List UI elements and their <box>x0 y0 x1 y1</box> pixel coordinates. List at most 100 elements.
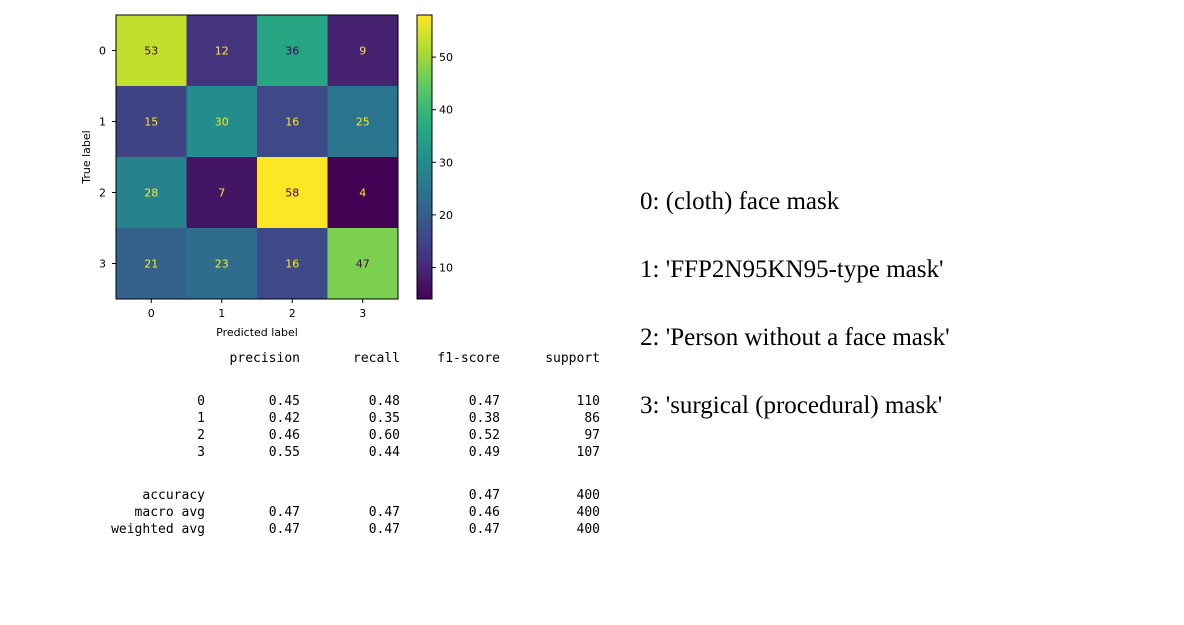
report-cell: weighted avg <box>111 522 205 537</box>
report-cell: 0.38 <box>468 411 500 426</box>
report-cell: 1 <box>197 411 205 426</box>
cell-value-label: 28 <box>144 187 158 200</box>
report-header-cell: f1-score <box>437 351 500 366</box>
x-tick-label: 3 <box>359 307 366 320</box>
report-cell: 0.55 <box>268 445 300 460</box>
report-cell: 110 <box>576 394 600 409</box>
heatmap-cell <box>327 15 399 87</box>
report-row: 0 0.45 0.48 0.47 110 <box>60 394 620 411</box>
report-cell: 400 <box>576 505 600 520</box>
report-row: 3 0.55 0.44 0.49 107 <box>60 445 620 462</box>
colorbar-tick-label: 40 <box>439 104 453 117</box>
y-tick-label: 0 <box>99 45 106 58</box>
report-row: 2 0.46 0.60 0.52 97 <box>60 428 620 445</box>
report-cell: 0.47 <box>468 488 500 503</box>
report-cell: 0.46 <box>268 428 300 443</box>
report-cell: 107 <box>576 445 600 460</box>
y-tick-label: 2 <box>99 187 106 200</box>
report-cell: 0.47 <box>368 522 400 537</box>
classification-report: precision recall f1-score support 0 0.45 0.48 0… <box>60 351 620 539</box>
heatmap-cell <box>327 228 399 300</box>
report-cell: macro avg <box>134 505 205 520</box>
legend-item-2: 2: 'Person without a face mask' <box>640 324 950 351</box>
heatmap-cell <box>186 15 258 87</box>
heatmap-cell <box>327 86 399 158</box>
report-cell: 0.42 <box>268 411 300 426</box>
report-summary-row: accuracy 0.47 400 <box>60 488 620 505</box>
cell-value-label: 25 <box>356 116 370 129</box>
colorbar-tick-label: 10 <box>439 261 453 274</box>
report-cell: 400 <box>576 488 600 503</box>
report-spacer <box>60 368 620 394</box>
report-spacer <box>60 462 620 488</box>
heatmap-cell <box>116 228 187 300</box>
cell-value-label: 12 <box>215 45 229 58</box>
report-header-row: precision recall f1-score support <box>60 351 620 368</box>
class-legend: 0: (cloth) face mask 1: 'FFP2N95KN95-type… <box>640 187 950 459</box>
legend-item-0: 0: (cloth) face mask <box>640 188 840 215</box>
heatmap-cell <box>327 157 399 229</box>
heatmap-cell <box>116 157 187 229</box>
heatmap-cell <box>257 228 328 300</box>
report-cell: 0.47 <box>468 522 500 537</box>
report-cell: 0.44 <box>368 445 400 460</box>
x-tick-label: 0 <box>148 307 155 320</box>
x-axis-label: Predicted label <box>216 326 298 339</box>
heatmap-cell <box>186 157 258 229</box>
report-row: 1 0.42 0.35 0.38 86 <box>60 411 620 428</box>
x-tick-label: 2 <box>289 307 296 320</box>
heatmap-cell <box>186 86 258 158</box>
report-cell: 400 <box>576 522 600 537</box>
report-cell: accuracy <box>142 488 205 503</box>
colorbar-tick-label: 50 <box>439 51 453 64</box>
report-cell: 0.49 <box>468 445 500 460</box>
cell-value-label: 21 <box>144 258 158 271</box>
cell-value-label: 7 <box>218 187 225 200</box>
report-cell: 97 <box>584 428 600 443</box>
report-cell: 0.47 <box>468 394 500 409</box>
heatmap-cell <box>257 86 328 158</box>
cell-value-label: 9 <box>359 45 366 58</box>
report-summary-row: macro avg 0.47 0.47 0.46 400 <box>60 505 620 522</box>
heatmap-cell <box>257 157 328 229</box>
report-cell: 0 <box>197 394 205 409</box>
report-cell: 0.47 <box>268 505 300 520</box>
report-cell: 0.60 <box>368 428 400 443</box>
cell-value-label: 36 <box>285 45 299 58</box>
y-tick-label: 3 <box>99 258 106 271</box>
heatmap-cell <box>116 15 187 87</box>
legend-item-1: 1: 'FFP2N95KN95-type mask' <box>640 256 944 283</box>
report-cell: 0.47 <box>368 505 400 520</box>
report-cell: 0.48 <box>368 394 400 409</box>
cell-value-label: 30 <box>215 116 229 129</box>
heatmap-cell <box>186 228 258 300</box>
colorbar-tick-label: 30 <box>439 156 453 169</box>
heatmap-cell <box>257 15 328 87</box>
colorbar <box>416 14 433 300</box>
report-header-cell: recall <box>353 351 400 366</box>
report-cell: 0.52 <box>468 428 500 443</box>
report-cell: 0.35 <box>368 411 400 426</box>
colorbar-tick-label: 20 <box>439 209 453 222</box>
cell-value-label: 4 <box>359 187 366 200</box>
y-axis-label: True label <box>80 130 93 184</box>
report-cell: 0.47 <box>268 522 300 537</box>
x-tick-label: 1 <box>218 307 225 320</box>
report-cell: 0.45 <box>268 394 300 409</box>
cell-value-label: 47 <box>356 258 370 271</box>
cell-value-label: 16 <box>285 116 299 129</box>
report-cell: 0.46 <box>468 505 500 520</box>
report-header-cell: precision <box>229 351 300 366</box>
y-tick-label: 1 <box>99 116 106 129</box>
report-cell: 3 <box>197 445 205 460</box>
cell-value-label: 15 <box>144 116 158 129</box>
heatmap-cell <box>116 86 187 158</box>
cell-value-label: 58 <box>285 187 299 200</box>
cell-value-label: 53 <box>144 45 158 58</box>
cell-value-label: 16 <box>285 258 299 271</box>
report-cell: 2 <box>197 428 205 443</box>
legend-item-3: 3: 'surgical (procedural) mask' <box>640 392 943 419</box>
report-summary-row: weighted avg 0.47 0.47 0.47 400 <box>60 522 620 539</box>
report-cell: 86 <box>584 411 600 426</box>
